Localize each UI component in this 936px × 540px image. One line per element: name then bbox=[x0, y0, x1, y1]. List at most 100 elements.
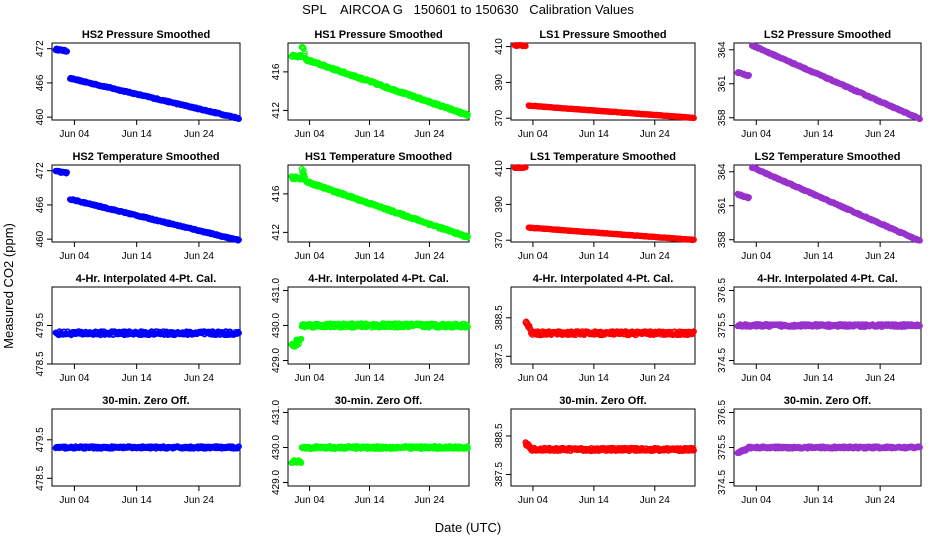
panel: 30-min. Zero Off.Jun 04 Jun 14 Jun 24374.5… bbox=[717, 395, 923, 506]
x-tick-label: Jun 24 bbox=[865, 495, 895, 506]
data-points bbox=[288, 320, 471, 350]
y-tick-label: 429.0 bbox=[271, 470, 282, 495]
panel: LS2 Temperature Smoothed Jun 04 Jun 14 Jun … bbox=[717, 151, 923, 262]
x-tick-label: Jun 14 bbox=[579, 251, 609, 262]
y-tick-label: 376.5 bbox=[717, 400, 728, 425]
data-point bbox=[301, 50, 308, 57]
panel: 4-Hr. Interpolated 4-Pt. Cal.Jun 04 Jun 1… bbox=[271, 273, 471, 384]
x-tick-label: Jun 04 bbox=[59, 495, 89, 506]
x-tick-label: Jun 24 bbox=[414, 129, 444, 140]
x-tick-label: Jun 24 bbox=[640, 251, 670, 262]
y-tick-label: 460 bbox=[35, 108, 46, 125]
x-tick-label: Jun 14 bbox=[354, 129, 384, 140]
y-tick-label: 376.5 bbox=[717, 278, 728, 303]
x-tick-label: Jun 04 bbox=[741, 373, 771, 384]
plot-frame bbox=[51, 286, 241, 365]
x-tick-label: Jun 14 bbox=[122, 495, 152, 506]
y-tick-label: 361 bbox=[717, 75, 728, 92]
x-tick-label: Jun 24 bbox=[865, 129, 895, 140]
x-tick-label: Jun 24 bbox=[184, 129, 214, 140]
panel-title: HS2 Temperature Smoothed bbox=[72, 151, 219, 163]
y-tick-label: 412 bbox=[271, 224, 282, 241]
y-tick-label: 460 bbox=[35, 230, 46, 247]
panel: 4-Hr. Interpolated 4-Pt. Cal.Jun 04 Jun 1… bbox=[35, 273, 242, 384]
data-points bbox=[734, 443, 923, 457]
x-tick-label: Jun 24 bbox=[865, 373, 895, 384]
x-axis-label: Date (UTC) bbox=[435, 520, 501, 535]
panel-title: 30-min. Zero Off. bbox=[335, 395, 422, 407]
y-tick-label: 412 bbox=[271, 102, 282, 119]
data-point bbox=[464, 111, 471, 118]
panel-title: HS2 Pressure Smoothed bbox=[82, 29, 210, 41]
x-tick-label: Jun 14 bbox=[803, 251, 833, 262]
data-points bbox=[522, 439, 697, 455]
x-tick-label: Jun 14 bbox=[579, 495, 609, 506]
y-tick-label: 358 bbox=[717, 109, 728, 126]
data-points bbox=[52, 328, 242, 339]
y-tick-label: 358 bbox=[717, 231, 728, 248]
x-tick-label: Jun 04 bbox=[741, 495, 771, 506]
y-tick-label: 431.0 bbox=[271, 278, 282, 303]
x-tick-label: Jun 24 bbox=[184, 495, 214, 506]
x-tick-label: Jun 04 bbox=[295, 251, 325, 262]
x-tick-label: Jun 04 bbox=[741, 129, 771, 140]
data-points bbox=[288, 165, 471, 241]
y-tick-label: 388.5 bbox=[494, 423, 505, 448]
y-tick-label: 416 bbox=[271, 63, 282, 80]
figure-title: SPL AIRCOA G 150601 to 150630 Calibratio… bbox=[302, 2, 634, 17]
data-point bbox=[745, 72, 753, 79]
x-tick-label: Jun 04 bbox=[59, 129, 89, 140]
y-tick-label: 361 bbox=[717, 197, 728, 214]
data-point bbox=[235, 115, 242, 123]
y-tick-label: 472 bbox=[35, 40, 46, 57]
panel-title: LS1 Pressure Smoothed bbox=[539, 29, 666, 41]
plot-frame bbox=[510, 42, 696, 121]
x-tick-label: Jun 14 bbox=[122, 373, 152, 384]
x-tick-label: Jun 24 bbox=[184, 373, 214, 384]
x-tick-label: Jun 14 bbox=[354, 251, 384, 262]
y-tick-label: 375.5 bbox=[717, 313, 728, 338]
panel-title: 4-Hr. Interpolated 4-Pt. Cal. bbox=[76, 273, 217, 285]
panel: 4-Hr. Interpolated 4-Pt. Cal.Jun 04 Jun 1… bbox=[717, 273, 923, 384]
x-tick-label: Jun 14 bbox=[803, 129, 833, 140]
x-tick-label: Jun 04 bbox=[741, 251, 771, 262]
panel-title: LS2 Temperature Smoothed bbox=[755, 151, 901, 163]
data-points bbox=[288, 43, 471, 120]
data-point bbox=[522, 42, 529, 50]
y-tick-label: 410 bbox=[494, 160, 505, 177]
x-tick-label: Jun 14 bbox=[354, 495, 384, 506]
panel: 30-min. Zero Off.Jun 04 Jun 14 Jun 24478.5… bbox=[35, 395, 242, 506]
y-tick-label: 472 bbox=[35, 162, 46, 179]
data-points bbox=[734, 164, 923, 244]
panel: 30-min. Zero Off.Jun 04 Jun 14 Jun 24387.5… bbox=[494, 395, 697, 506]
x-tick-label: Jun 24 bbox=[865, 251, 895, 262]
data-point bbox=[690, 114, 697, 122]
data-points bbox=[52, 167, 242, 244]
panel: 4-Hr. Interpolated 4-Pt. Cal.Jun 04 Jun 1… bbox=[494, 273, 697, 384]
x-tick-label: Jun 14 bbox=[579, 373, 609, 384]
y-tick-label: 375.5 bbox=[717, 435, 728, 460]
y-tick-label: 390 bbox=[494, 74, 505, 91]
x-tick-label: Jun 04 bbox=[295, 495, 325, 506]
panel-title: LS1 Temperature Smoothed bbox=[530, 151, 676, 163]
y-tick-label: 364 bbox=[717, 41, 728, 58]
panel-title: 4-Hr. Interpolated 4-Pt. Cal. bbox=[533, 273, 674, 285]
data-points bbox=[52, 45, 242, 123]
y-tick-label: 370 bbox=[494, 109, 505, 126]
x-tick-label: Jun 04 bbox=[518, 129, 548, 140]
x-tick-label: Jun 24 bbox=[414, 495, 444, 506]
y-tick-label: 364 bbox=[717, 163, 728, 180]
x-tick-label: Jun 14 bbox=[579, 129, 609, 140]
x-tick-label: Jun 14 bbox=[354, 373, 384, 384]
y-tick-label: 374.5 bbox=[717, 348, 728, 373]
data-points bbox=[522, 318, 697, 339]
x-tick-label: Jun 04 bbox=[295, 373, 325, 384]
plot-frame bbox=[287, 42, 470, 121]
